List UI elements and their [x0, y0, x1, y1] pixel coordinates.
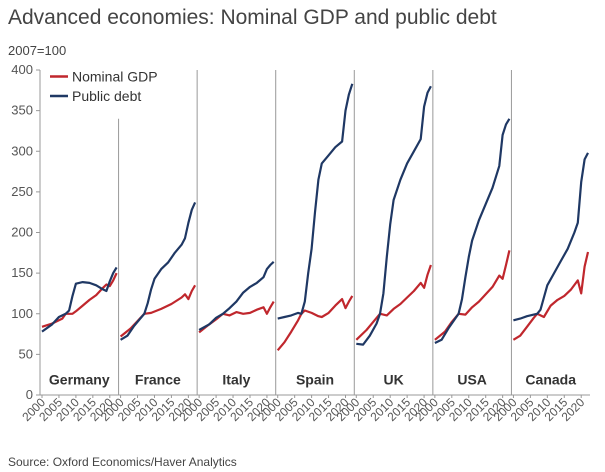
legend-label-debt: Public debt: [72, 88, 141, 104]
y-tick-label: 200: [11, 225, 33, 240]
panel-label: France: [135, 371, 181, 387]
debt-line-spain: [277, 83, 354, 320]
y-tick-label: 150: [11, 265, 33, 280]
y-tick-label: 400: [11, 62, 33, 77]
y-tick-label: 300: [11, 143, 33, 158]
debt-line-italy: [198, 260, 275, 331]
legend: Nominal GDP Public debt: [50, 69, 158, 104]
gdp-line-canada: [512, 251, 590, 341]
source-note: Source: Oxford Economics/Haver Analytics: [8, 455, 237, 469]
panel-label: USA: [457, 371, 487, 387]
y-axis-unit: 2007=100: [8, 43, 67, 58]
y-tick-label: 0: [26, 387, 33, 402]
debt-line-france: [120, 201, 197, 341]
debt-line-canada: [513, 152, 589, 322]
y-tick-label: 250: [11, 184, 33, 199]
chart-title: Advanced economies: Nominal GDP and publ…: [8, 6, 497, 29]
panel-label: Germany: [49, 371, 110, 387]
panel-label: UK: [383, 371, 403, 387]
debt-line-uk: [356, 85, 432, 346]
debt-line-usa: [434, 118, 511, 344]
panel-label: Italy: [222, 371, 250, 387]
y-tick-label: 350: [11, 103, 33, 118]
series-layer: [41, 83, 590, 352]
panel-label: Spain: [296, 371, 334, 387]
axes-layer: [36, 69, 590, 398]
gdp-line-spain: [276, 295, 354, 352]
gdp-line-uk: [355, 264, 432, 341]
legend-label-gdp: Nominal GDP: [72, 69, 158, 85]
gdp-line-germany: [41, 272, 118, 328]
y-tick-label: 100: [11, 306, 33, 321]
panel-label: Canada: [525, 371, 576, 387]
gdp-line-usa: [434, 250, 511, 341]
y-tick-label: 50: [19, 346, 33, 361]
debt-line-germany: [41, 266, 118, 333]
labels-layer: 0501001502002503003504002000200520102015…: [11, 62, 587, 424]
gdp-line-italy: [198, 301, 275, 334]
